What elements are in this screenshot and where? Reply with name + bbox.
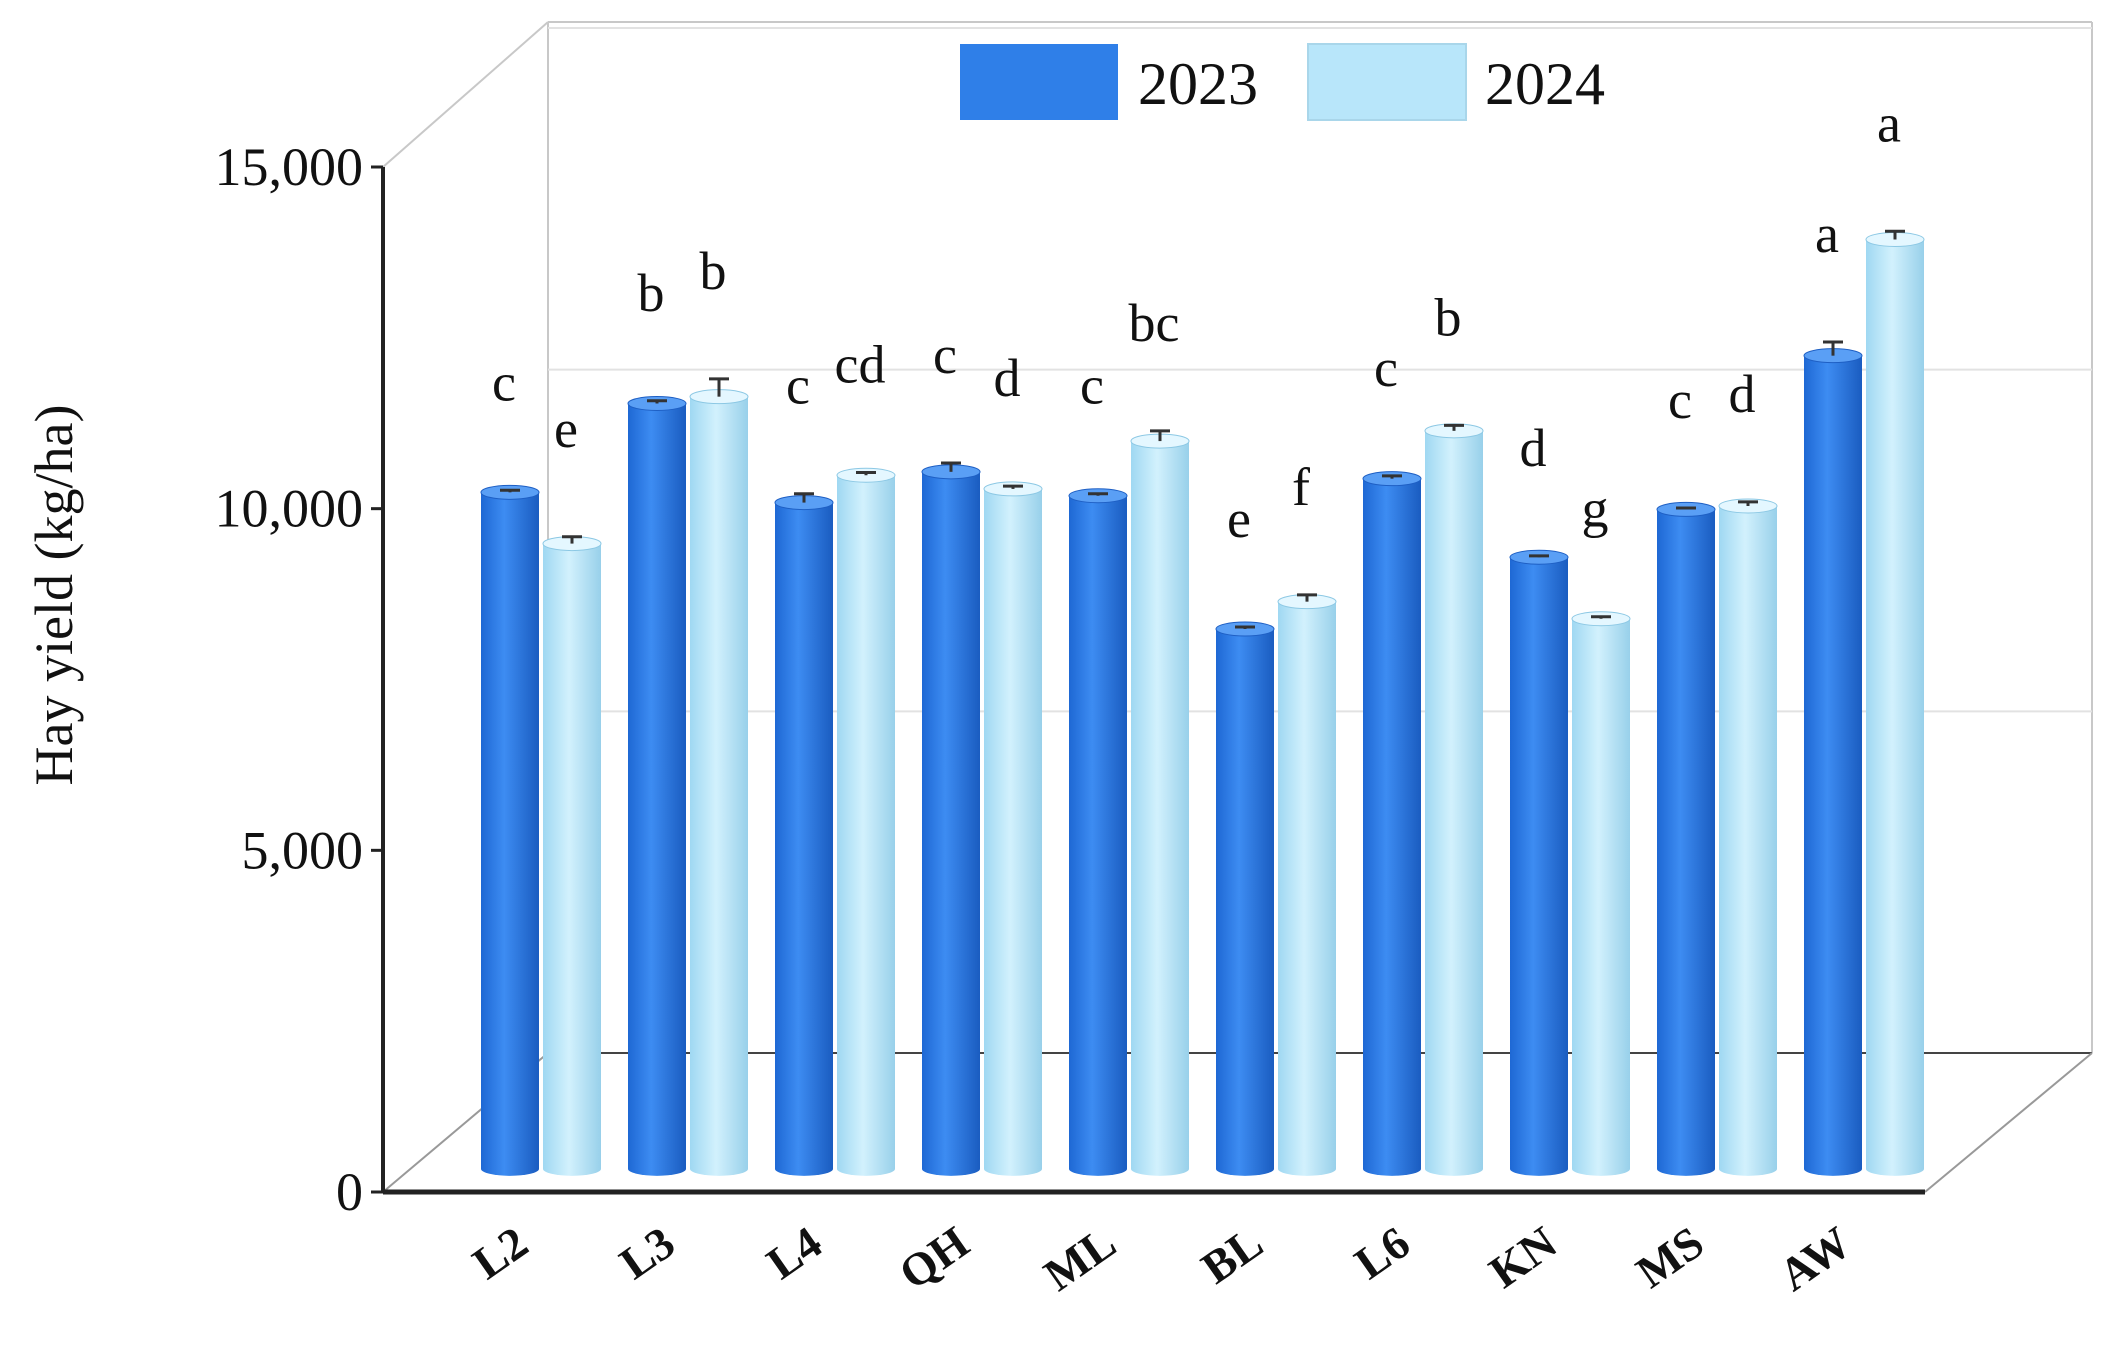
x-tick-label: BL bbox=[1192, 1216, 1272, 1293]
x-tick-label: AW bbox=[1770, 1216, 1860, 1300]
bar-2023-L4 bbox=[775, 502, 833, 1169]
bar-2024-MS bbox=[1719, 506, 1777, 1169]
legend: 2023 2024 bbox=[960, 43, 1605, 121]
legend-label-2023: 2023 bbox=[1138, 51, 1258, 117]
bar-base bbox=[1278, 1161, 1336, 1176]
significance-letter: c bbox=[1080, 356, 1104, 416]
x-tick-label: L4 bbox=[758, 1216, 831, 1289]
significance-letter: c bbox=[933, 325, 957, 385]
bar-2024-AW bbox=[1866, 239, 1924, 1169]
bar-2024-BL bbox=[1278, 601, 1336, 1169]
x-tick-label: MS bbox=[1627, 1216, 1713, 1297]
y-tick-label: 5,000 bbox=[242, 820, 364, 880]
significance-letter: a bbox=[1815, 204, 1839, 264]
legend-swatch-2023 bbox=[960, 44, 1118, 120]
significance-letter: e bbox=[1227, 489, 1251, 549]
bar-base bbox=[1216, 1161, 1274, 1176]
bar-2023-KN bbox=[1510, 557, 1568, 1169]
bar-base bbox=[922, 1161, 980, 1176]
significance-letter: b bbox=[638, 263, 665, 323]
bar-base bbox=[628, 1161, 686, 1176]
significance-letter: d bbox=[1520, 418, 1547, 478]
x-tick-label: QH bbox=[890, 1216, 978, 1299]
bar-2024-L2 bbox=[543, 543, 601, 1169]
y-tick-label: 10,000 bbox=[215, 479, 364, 539]
significance-letter: c bbox=[1668, 370, 1692, 430]
bar-2023-BL bbox=[1216, 629, 1274, 1169]
y-tick-label: 15,000 bbox=[215, 137, 364, 197]
bar-2023-L3 bbox=[628, 403, 686, 1169]
bar-base bbox=[984, 1161, 1042, 1176]
significance-letter: f bbox=[1292, 457, 1310, 517]
bar-base bbox=[1657, 1161, 1715, 1176]
significance-letter: e bbox=[554, 399, 578, 459]
bar-2023-L2 bbox=[481, 492, 539, 1169]
bar-2024-ML bbox=[1131, 441, 1189, 1169]
bar-2023-QH bbox=[922, 471, 980, 1169]
bar-base bbox=[543, 1161, 601, 1176]
x-axis: L2 L3 L4 QH ML BL L6 KN MS AW bbox=[464, 1216, 1860, 1300]
y-axis-label: Hay yield (kg/ha) bbox=[24, 405, 84, 786]
y-tick-label: 0 bbox=[336, 1162, 363, 1222]
significance-letter: b bbox=[1435, 287, 1462, 347]
bar-2024-QH bbox=[984, 488, 1042, 1169]
significance-letter: c bbox=[492, 352, 516, 412]
bar-base bbox=[1719, 1161, 1777, 1176]
bar-base bbox=[837, 1161, 895, 1176]
significance-letter: g bbox=[1582, 479, 1609, 539]
bar-base bbox=[1069, 1161, 1127, 1176]
bar-base bbox=[1510, 1161, 1568, 1176]
significance-letter: bc bbox=[1129, 293, 1180, 353]
x-tick-label: L6 bbox=[1346, 1216, 1419, 1289]
significance-letter: c bbox=[786, 356, 810, 416]
bar-2023-ML bbox=[1069, 495, 1127, 1169]
significance-letter: c bbox=[1374, 338, 1398, 398]
x-tick-label: L3 bbox=[611, 1216, 684, 1289]
bar-base bbox=[1866, 1161, 1924, 1176]
x-tick-label: ML bbox=[1035, 1216, 1125, 1300]
bar-base bbox=[1804, 1161, 1862, 1176]
bar-base bbox=[1363, 1161, 1421, 1176]
bar-base bbox=[775, 1161, 833, 1176]
bar-base bbox=[481, 1161, 539, 1176]
bar-2023-L6 bbox=[1363, 478, 1421, 1169]
x-tick-label: KN bbox=[1480, 1216, 1566, 1297]
significance-letter: cd bbox=[835, 335, 886, 395]
bar-2024-L4 bbox=[837, 475, 895, 1169]
bar-2024-KN bbox=[1572, 618, 1630, 1169]
bar-2024-L3 bbox=[690, 396, 748, 1169]
bar-2023-MS bbox=[1657, 509, 1715, 1169]
y-axis: 0 5,000 10,000 15,000 bbox=[215, 137, 383, 1222]
bar-base bbox=[1425, 1161, 1483, 1176]
significance-letter: b bbox=[700, 241, 727, 301]
bar-2024-L6 bbox=[1425, 430, 1483, 1169]
legend-swatch-2024 bbox=[1307, 43, 1467, 121]
significance-letter: d bbox=[994, 348, 1021, 408]
bar-base bbox=[1131, 1161, 1189, 1176]
significance-letter: d bbox=[1729, 364, 1756, 424]
x-tick-label: L2 bbox=[464, 1216, 537, 1289]
bar-base bbox=[1572, 1161, 1630, 1176]
significance-letter: a bbox=[1877, 93, 1901, 153]
bar-base bbox=[690, 1161, 748, 1176]
bar-2023-AW bbox=[1804, 355, 1862, 1169]
legend-label-2024: 2024 bbox=[1485, 51, 1605, 117]
